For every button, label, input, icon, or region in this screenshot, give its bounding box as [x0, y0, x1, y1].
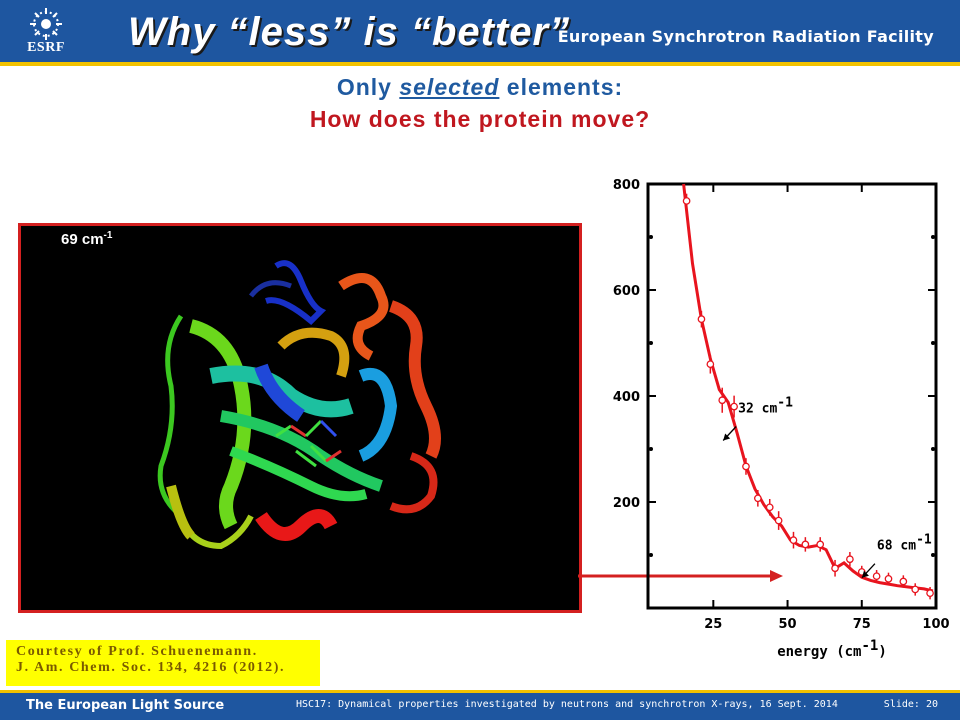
header-accent-strip: [0, 62, 960, 66]
data-point: [682, 197, 691, 205]
esrf-logo-icon: [30, 8, 62, 40]
slide-number-value: 20: [925, 699, 938, 710]
subtitle-line-1: Only selected elements:: [0, 74, 960, 101]
data-point: [718, 396, 727, 405]
series-group: [682, 183, 934, 593]
subtitle-suffix: elements:: [506, 74, 624, 100]
y-minor-tick: [649, 447, 653, 451]
data-point: [774, 516, 783, 525]
x-axis-label: energy (cm-1): [777, 638, 887, 660]
y-tick-label: 800: [613, 178, 640, 193]
annotation-exponent: -1: [916, 533, 932, 548]
protein-ribbon-image: [157, 260, 441, 550]
slide-title: Why “less” is “better”: [128, 10, 571, 54]
y-minor-tick-right: [931, 553, 935, 557]
courtesy-box: Courtesy of Prof. Schuenemann. J. Am. Ch…: [6, 640, 320, 686]
courtesy-line-2: J. Am. Chem. Soc. 134, 4216 (2012).: [16, 660, 286, 675]
subtitle-line-2: How does the protein move?: [309, 106, 651, 132]
data-point: [706, 360, 715, 369]
data-point: [831, 564, 839, 573]
x-tick-label: 25: [704, 617, 722, 632]
wavenumber-exponent: -1: [103, 230, 113, 241]
data-point: [816, 540, 825, 549]
data-point: [789, 536, 798, 545]
x-tick-label: 75: [853, 617, 871, 632]
data-point: [742, 462, 750, 471]
annotation-exponent: -1: [777, 396, 793, 411]
x-tick-label: 100: [922, 617, 949, 632]
subtitle-prefix: Only: [336, 74, 392, 100]
y-minor-tick-right: [931, 341, 935, 345]
slide-number: Slide: 20: [884, 699, 938, 710]
footer-tagline: The European Light Source: [26, 698, 225, 713]
footer-bar: The European Light Source HSC17: Dynamic…: [0, 690, 960, 720]
y-minor-tick-right: [931, 235, 935, 239]
courtesy-line-1: Courtesy of Prof. Schuenemann.: [16, 644, 258, 659]
wavenumber-value: 69 cm: [61, 231, 104, 248]
data-point: [899, 577, 908, 586]
data-point: [801, 540, 810, 549]
wavenumber-label: 69 cm-1: [61, 230, 112, 248]
tick-group: 25 50 75 100 200 400 600 800: [613, 178, 950, 632]
slide-label: Slide:: [883, 699, 920, 710]
pointer-arrow-icon: [578, 570, 783, 582]
y-tick-label: 200: [613, 496, 640, 511]
data-point: [754, 494, 762, 503]
x-axis-label-exponent: -1: [862, 638, 879, 654]
footer-conference: HSC17: Dynamical properties investigated…: [296, 699, 838, 710]
data-point: [765, 503, 774, 512]
data-point: [872, 572, 881, 581]
y-minor-tick-right: [931, 447, 935, 451]
data-point: [846, 555, 854, 564]
annotation-arrowhead: [723, 433, 731, 441]
x-tick-label: 50: [778, 617, 796, 632]
data-point: [926, 589, 934, 598]
header-bar: ESRF Why “less” is “better” European Syn…: [0, 0, 960, 66]
data-point: [911, 585, 920, 594]
annotation-label: 32 cm-1: [738, 396, 793, 417]
annotation-label: 68 cm-1: [877, 533, 932, 554]
footer-accent-strip: [0, 690, 960, 693]
protein-structure-panel: 69 cm-1: [18, 223, 582, 613]
data-point: [884, 574, 893, 583]
energy-chart: 25 50 75 100 200 400 600 800 32 cm-1 68 cm-1 ene…: [613, 178, 950, 660]
organization-name: European Synchrotron Radiation Facility: [557, 27, 934, 46]
y-minor-tick: [649, 235, 653, 239]
logo-text: ESRF: [27, 40, 65, 55]
series-line: [682, 183, 934, 593]
x-axis-label-close: ): [878, 644, 886, 660]
y-tick-label: 400: [613, 390, 640, 405]
marker-group: [682, 193, 934, 600]
subtitle-emphasis: selected: [399, 74, 500, 100]
data-point: [730, 402, 738, 411]
y-tick-label: 600: [613, 284, 640, 299]
y-minor-tick: [649, 553, 653, 557]
y-minor-tick: [649, 341, 653, 345]
annotation-arrowhead: [861, 570, 869, 578]
data-point: [697, 315, 706, 323]
